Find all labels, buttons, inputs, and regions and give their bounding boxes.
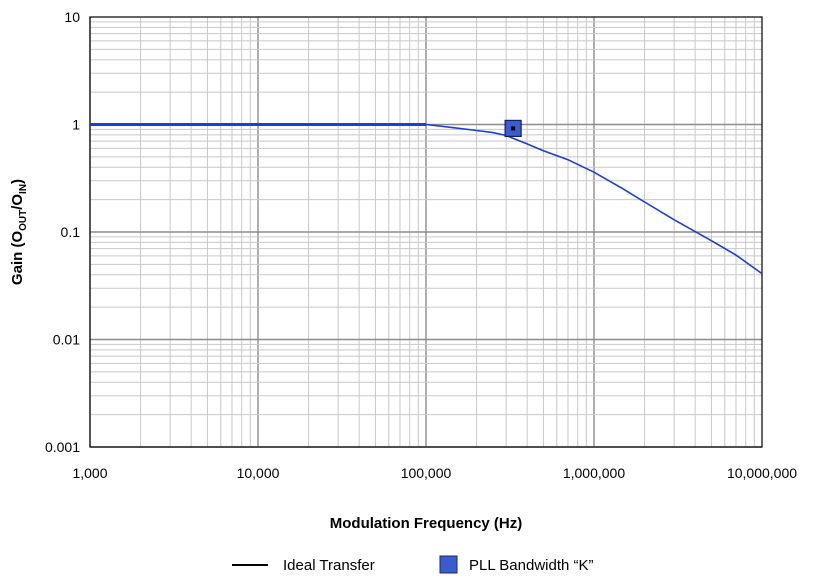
y-axis-title-mid: /O	[9, 194, 26, 210]
x-tick-labels: 1,000 10,000 100,000 1,000,000 10,000,000	[72, 465, 797, 481]
y-tick-labels: 10 1 0.1 0.01 0.001	[45, 9, 80, 455]
x-axis-title: Modulation Frequency (Hz)	[330, 515, 523, 532]
y-tick-label: 0.01	[53, 332, 80, 348]
plot-frame	[89, 16, 763, 448]
legend: Ideal Transfer PLL Bandwidth “K”	[232, 555, 594, 574]
legend-square-swatch	[439, 555, 458, 574]
marker-layer	[504, 119, 522, 137]
legend-label-pll-bandwidth: PLL Bandwidth “K”	[469, 557, 594, 574]
y-tick-label: 10	[64, 9, 80, 25]
y-tick-label: 1	[72, 117, 80, 133]
y-tick-label: 0.1	[61, 224, 81, 240]
y-axis-title-sub-out: OUT	[18, 210, 29, 231]
y-axis-title-sub-in: IN	[18, 184, 29, 194]
x-tick-label: 100,000	[401, 465, 452, 481]
y-tick-label: 0.001	[45, 439, 80, 455]
grid	[89, 17, 762, 448]
x-tick-label: 10,000,000	[727, 465, 797, 481]
legend-label-ideal-transfer: Ideal Transfer	[283, 557, 375, 574]
y-axis-title-suffix: )	[9, 179, 26, 184]
y-axis-title: Gain (OOUT/OIN)	[9, 179, 29, 285]
x-tick-label: 10,000	[237, 465, 280, 481]
x-tick-label: 1,000	[72, 465, 107, 481]
marker-pll-bandwidth-center	[511, 126, 516, 131]
y-axis-title-prefix: Gain (O	[9, 231, 26, 286]
series-layer	[90, 123, 763, 275]
x-tick-label: 1,000,000	[563, 465, 625, 481]
